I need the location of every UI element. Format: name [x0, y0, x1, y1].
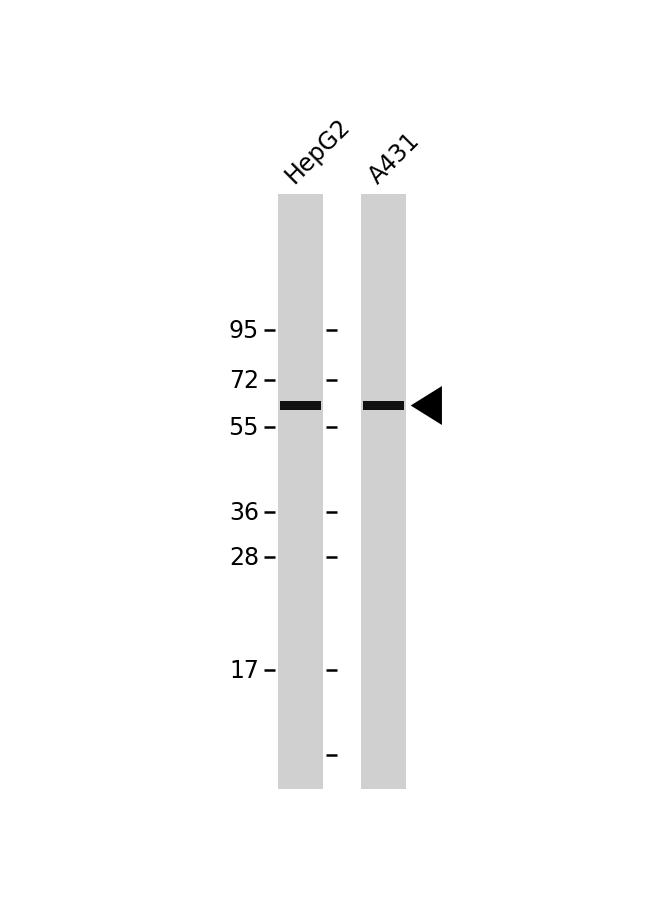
Polygon shape [411, 387, 442, 425]
Text: A431: A431 [364, 128, 424, 188]
Text: 95: 95 [229, 319, 259, 343]
Text: 28: 28 [229, 546, 259, 570]
Bar [278, 195, 322, 789]
Text: 72: 72 [229, 369, 259, 392]
Text: 36: 36 [229, 500, 259, 524]
Text: 17: 17 [229, 659, 259, 683]
Bar [280, 401, 320, 411]
Bar [363, 401, 404, 411]
Text: HepG2: HepG2 [281, 114, 355, 188]
Bar [361, 195, 406, 789]
Text: 55: 55 [229, 415, 259, 439]
